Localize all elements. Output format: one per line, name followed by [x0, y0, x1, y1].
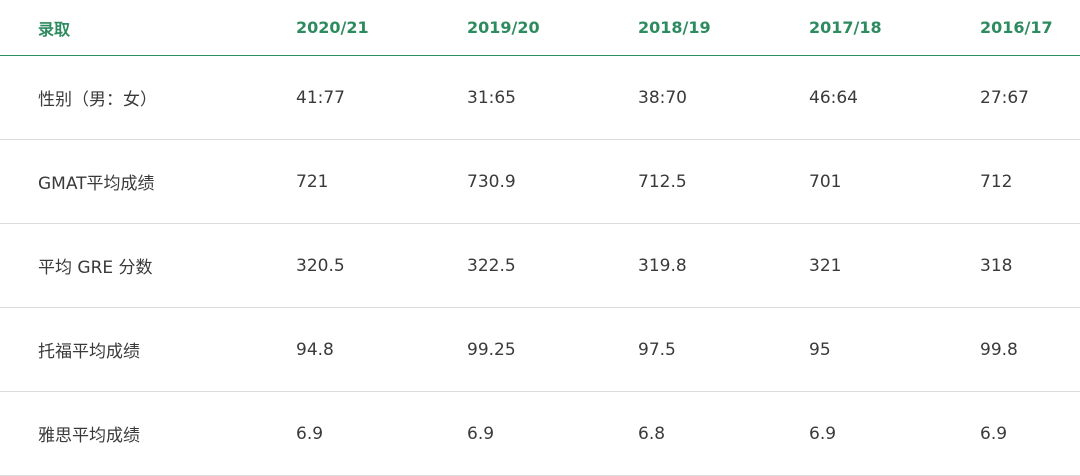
table-cell: 99.25: [467, 339, 516, 360]
table-cell: 730.9: [467, 171, 516, 192]
table-cell: 318: [980, 255, 1013, 276]
table-cell: 27:67: [980, 87, 1029, 108]
header-cell-2020-21: 2020/21: [296, 18, 369, 37]
row-label: 托福平均成绩: [38, 342, 140, 362]
table-cell: 95: [809, 339, 831, 360]
row-label: 雅思平均成绩: [38, 426, 140, 446]
row-label: GMAT平均成绩: [38, 174, 155, 194]
header-cell-admission: 录取: [38, 19, 71, 39]
table-row-gmat: GMAT平均成绩 721 730.9 712.5 701 712: [0, 140, 1080, 224]
table-row-gre: 平均 GRE 分数 320.5 322.5 319.8 321 318: [0, 224, 1080, 308]
table-cell: 721: [296, 171, 329, 192]
header-cell-2017-18: 2017/18: [809, 18, 882, 37]
row-label: 平均 GRE 分数: [38, 258, 153, 278]
table-cell: 6.9: [809, 423, 837, 444]
table-cell: 97.5: [638, 339, 676, 360]
table-cell: 321: [809, 255, 842, 276]
table-cell: 6.9: [980, 423, 1008, 444]
table-cell: 94.8: [296, 339, 334, 360]
header-cell-2018-19: 2018/19: [638, 18, 711, 37]
table-cell: 38:70: [638, 87, 687, 108]
row-label: 性别（男：女）: [38, 90, 157, 110]
table-cell: 41:77: [296, 87, 345, 108]
table-cell: 31:65: [467, 87, 516, 108]
table-cell: 712.5: [638, 171, 687, 192]
table-header-row: 录取 2020/21 2019/20 2018/19 2017/18 2016/…: [0, 0, 1080, 56]
table-row-toefl: 托福平均成绩 94.8 99.25 97.5 95 99.8: [0, 308, 1080, 392]
table-row-ielts: 雅思平均成绩 6.9 6.9 6.8 6.9 6.9: [0, 392, 1080, 476]
header-cell-2016-17: 2016/17: [980, 18, 1053, 37]
table-cell: 6.8: [638, 423, 666, 444]
table-cell: 701: [809, 171, 842, 192]
table-cell: 6.9: [467, 423, 495, 444]
table-row-gender-ratio: 性别（男：女） 41:77 31:65 38:70 46:64 27:67: [0, 56, 1080, 140]
table-cell: 99.8: [980, 339, 1018, 360]
table-cell: 322.5: [467, 255, 516, 276]
header-cell-2019-20: 2019/20: [467, 18, 540, 37]
table-cell: 46:64: [809, 87, 858, 108]
table-cell: 712: [980, 171, 1013, 192]
table-cell: 6.9: [296, 423, 324, 444]
table-cell: 320.5: [296, 255, 345, 276]
table-cell: 319.8: [638, 255, 687, 276]
